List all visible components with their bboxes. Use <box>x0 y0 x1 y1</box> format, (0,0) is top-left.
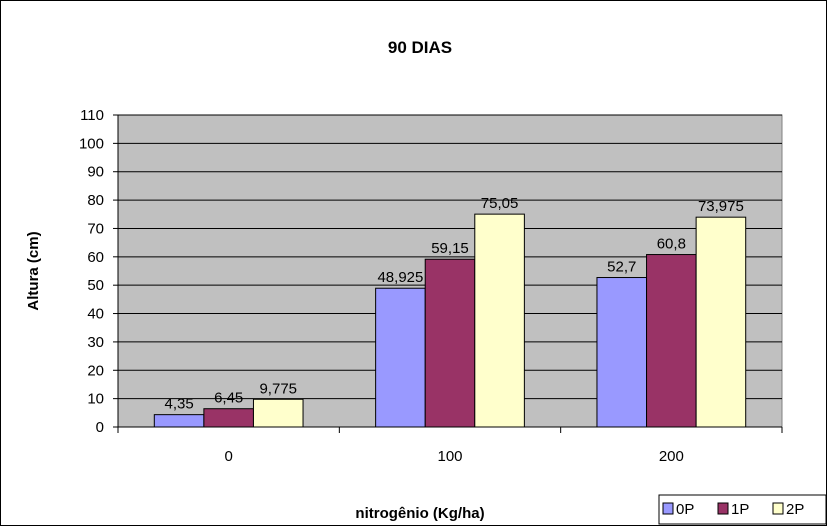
y-tick-label: 60 <box>87 249 104 266</box>
axes <box>113 114 783 433</box>
bar-0P-100 <box>375 287 426 428</box>
x-tick-labels: 0 100 200 <box>224 448 683 465</box>
y-tick-label: 90 <box>87 164 104 181</box>
data-label: 4,35 <box>164 396 193 413</box>
legend-swatch-1P <box>717 502 729 515</box>
data-label: 52,7 <box>607 259 636 276</box>
legend-swatch-2P <box>772 502 784 515</box>
bars <box>153 213 747 428</box>
y-tick-label: 10 <box>87 391 104 408</box>
chart-title: 90 DIAS <box>388 38 452 57</box>
y-tick-label: 40 <box>87 306 104 323</box>
y-axis-label: Altura (cm) <box>25 231 42 310</box>
x-tick-label: 100 <box>437 448 462 465</box>
y-tick-label: 20 <box>87 362 104 379</box>
bar-0P-0 <box>153 414 205 428</box>
x-tick-label: 0 <box>224 448 232 465</box>
x-axis-label: nitrogênio (Kg/ha) <box>355 505 484 522</box>
x-tick-label: 200 <box>659 448 684 465</box>
data-label: 48,925 <box>377 269 423 286</box>
bar-2P-0 <box>252 398 304 428</box>
legend-swatch-0P <box>662 502 674 515</box>
bar-2P-200 <box>695 216 747 428</box>
legend-box <box>658 494 827 525</box>
legend-label: 0P <box>676 501 694 518</box>
y-tick-label: 0 <box>96 419 104 436</box>
data-label: 75,05 <box>481 195 519 212</box>
legend-label: 2P <box>786 501 804 518</box>
data-label: 59,15 <box>431 240 469 257</box>
legend: 0P 1P 2P <box>658 494 827 525</box>
bar-2P-100 <box>474 213 525 428</box>
y-tick-label: 50 <box>87 277 104 294</box>
y-tick-label: 110 <box>80 107 104 124</box>
bar-1P-200 <box>646 254 697 428</box>
bar-1P-0 <box>203 408 254 428</box>
bar-0P-200 <box>596 277 648 428</box>
bar-1P-100 <box>424 258 476 428</box>
y-tick-label: 30 <box>87 334 104 351</box>
value-labels: 4,35 48,925 52,7 6,45 59,15 60,8 9,775 75,05 73,… <box>164 195 743 413</box>
data-label: 73,975 <box>698 198 744 215</box>
data-label: 9,775 <box>259 380 297 397</box>
data-label: 6,45 <box>214 390 243 407</box>
y-tick-label: 80 <box>87 192 104 209</box>
data-label: 60,8 <box>657 236 686 253</box>
legend-label: 1P <box>731 501 749 518</box>
y-tick-label: 70 <box>87 220 104 237</box>
y-tick-label: 100 <box>79 135 104 152</box>
y-tick-labels: 0 10 20 30 40 50 60 70 80 90 100 110 <box>79 107 104 436</box>
